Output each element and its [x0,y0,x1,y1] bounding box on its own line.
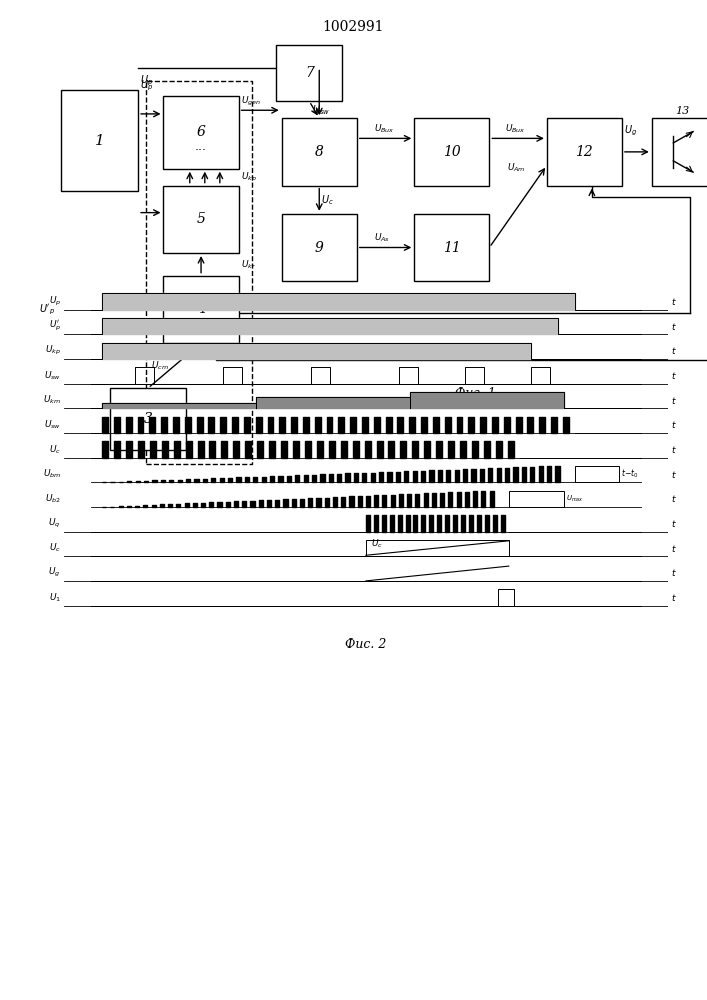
Text: 1: 1 [95,134,105,148]
Text: $U_c$: $U_c$ [49,542,61,554]
Bar [110,388,185,450]
Text: $t$: $t$ [671,543,677,554]
Bar [509,491,563,507]
Text: $U_q$: $U_q$ [49,517,61,530]
Text: $U_{sw}$: $U_{sw}$ [44,419,61,431]
Text: $U_1$: $U_1$ [49,591,61,604]
Text: $U'_p$: $U'_p$ [39,302,55,317]
Text: $U_{Bux}$: $U_{Bux}$ [505,122,525,135]
Text: $t$: $t$ [671,321,677,332]
Text: $U_{sw}$: $U_{sw}$ [312,103,329,117]
Text: $U_{km}$: $U_{km}$ [43,394,61,406]
Text: $U_g$: $U_g$ [624,124,637,138]
Text: $U_{cm}$: $U_{cm}$ [151,359,169,372]
Text: $U_{Bux}$: $U_{Bux}$ [375,122,395,135]
Text: 4: 4 [197,302,206,316]
Text: $t$: $t$ [671,444,677,455]
Text: $t$: $t$ [671,296,677,307]
Text: $U_{kp}$: $U_{kp}$ [45,344,61,357]
Text: $U_p$: $U_p$ [140,79,153,93]
Text: $U_{sw}$: $U_{sw}$ [44,369,61,382]
Bar [414,118,489,186]
Text: $t$: $t$ [671,469,677,480]
Bar [163,186,239,253]
Text: $t$: $t$ [671,567,677,578]
Text: $U_g$: $U_g$ [49,566,61,579]
Text: $U_c$: $U_c$ [49,443,61,456]
Text: $t$: $t$ [671,345,677,356]
Text: $U_{max}$: $U_{max}$ [566,494,584,504]
Text: 9: 9 [315,240,324,254]
Text: 13: 13 [675,106,689,116]
Text: $U_{b2}$: $U_{b2}$ [45,492,61,505]
Text: $t$: $t$ [671,493,677,504]
Text: 10: 10 [443,145,461,159]
Text: $U_{bm}$: $U_{bm}$ [42,468,61,480]
Bar [276,45,342,101]
Text: 1002991: 1002991 [323,20,384,34]
Text: Фиг. 1: Фиг. 1 [455,387,496,400]
Text: $t$: $t$ [671,518,677,529]
Bar [575,466,619,482]
Text: ...: ... [195,140,207,153]
Text: Фис. 2: Фис. 2 [345,638,387,651]
Text: $t\!-\!t_0$: $t\!-\!t_0$ [621,468,639,480]
Bar [61,90,138,191]
Bar [281,214,357,281]
Text: $U_c$: $U_c$ [371,538,383,550]
Bar [414,214,489,281]
Text: 12: 12 [575,145,593,159]
Text: $U_{kr}$: $U_{kr}$ [241,258,256,271]
Text: $t$: $t$ [671,395,677,406]
Text: $U_{kp}$: $U_{kp}$ [241,171,257,184]
Text: $U_p$: $U_p$ [140,73,153,88]
Text: $U_p$: $U_p$ [49,295,61,308]
Text: $U_{Am}$: $U_{Am}$ [507,162,526,174]
Bar [146,81,252,464]
Text: 3: 3 [144,412,153,426]
Text: $t$: $t$ [671,592,677,603]
Text: $U_c$: $U_c$ [322,193,334,207]
Text: $t$: $t$ [671,419,677,430]
Text: $U_{As}$: $U_{As}$ [375,232,390,244]
Text: 11: 11 [443,240,461,254]
Bar [163,96,239,169]
Bar [652,118,707,186]
Text: 5: 5 [197,212,206,226]
Text: $t$: $t$ [671,370,677,381]
Text: 8: 8 [315,145,324,159]
Text: $U_n$: $U_n$ [242,296,255,309]
Text: $U_{gen}$: $U_{gen}$ [241,95,261,108]
Text: 7: 7 [305,66,314,80]
Text: $U_p'$: $U_p'$ [49,319,61,333]
Bar [547,118,622,186]
Bar [281,118,357,186]
Bar [163,276,239,343]
Text: 6: 6 [197,125,206,139]
